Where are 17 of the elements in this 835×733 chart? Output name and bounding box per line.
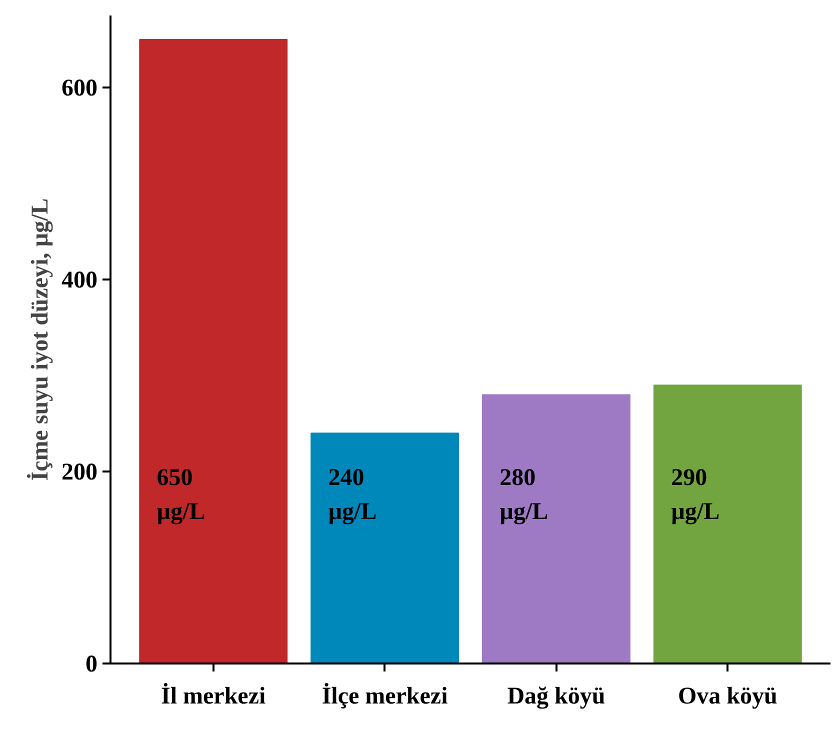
y-tick-label: 200 [62, 460, 98, 486]
x-tick-label: Dağ köyü [507, 684, 606, 710]
data-label: 280 µg/L [500, 465, 548, 525]
bar [310, 432, 459, 664]
y-axis-title: İçme suyu iyot düzeyi, µg/L [26, 198, 54, 481]
y-tick-label: 0 [86, 652, 98, 678]
x-tick-label: İl merkezi [161, 682, 266, 710]
data-label: 240 µg/L [328, 465, 377, 525]
bar [482, 394, 630, 664]
bar [139, 39, 288, 664]
x-tick-label: İlçe merkezi [322, 682, 448, 710]
data-label: 290 µg/L [671, 465, 720, 525]
y-tick-label: 400 [62, 268, 98, 294]
data-label: 650 µg/L [156, 465, 206, 525]
bar [653, 384, 802, 664]
x-tick-label: Ova köyü [678, 684, 778, 710]
y-tick-label: 600 [62, 76, 98, 102]
